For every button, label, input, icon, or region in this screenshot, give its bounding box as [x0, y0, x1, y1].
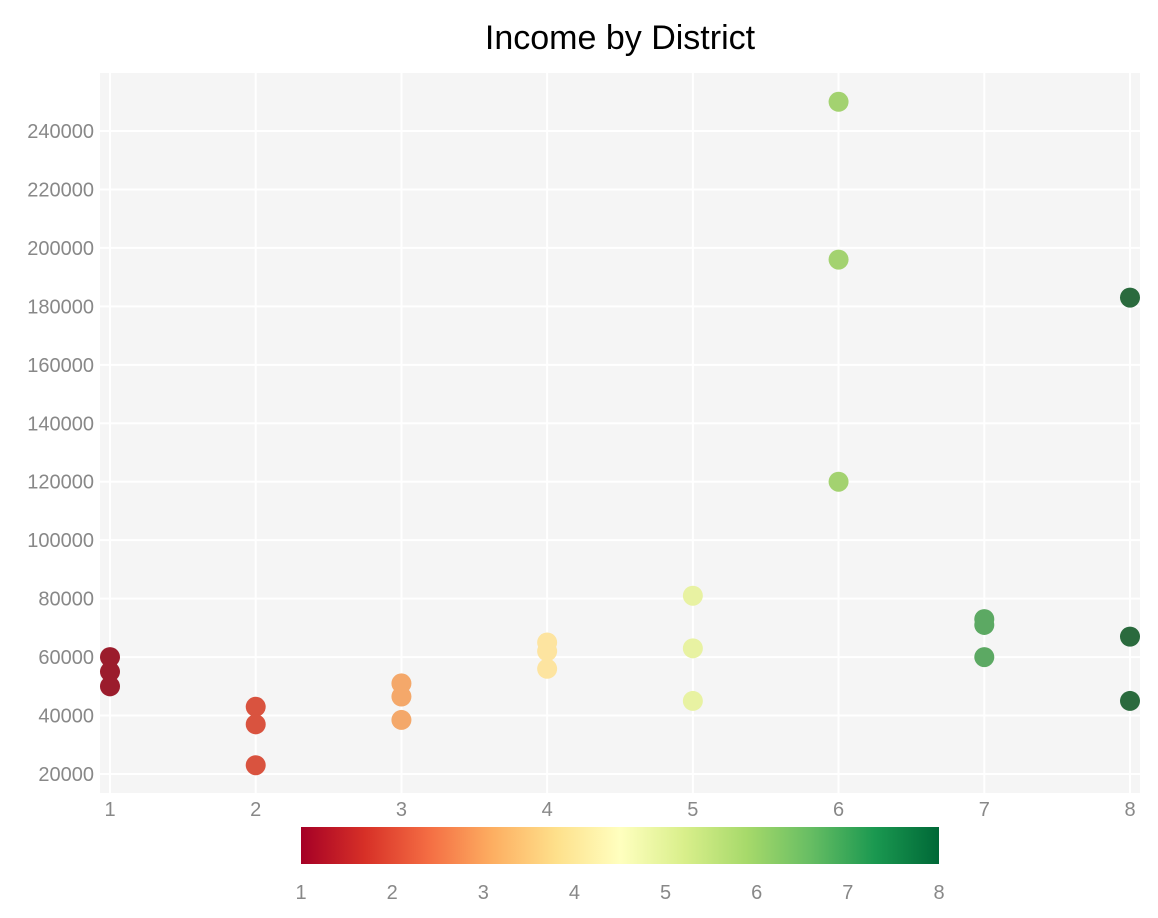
x-tick-label: 5	[687, 799, 698, 821]
data-point[interactable]	[391, 709, 412, 730]
x-gridlines	[109, 73, 1131, 793]
y-gridlines	[100, 130, 1140, 775]
colorbar	[301, 827, 939, 864]
x-tick-label: 4	[542, 799, 553, 821]
colorbar-tick-label: 2	[387, 882, 398, 904]
y-tick-label: 180000	[27, 296, 94, 318]
data-point[interactable]	[1120, 690, 1140, 711]
y-tick-label: 240000	[27, 121, 94, 143]
data-point[interactable]	[1120, 626, 1140, 647]
x-tick-label: 1	[104, 799, 115, 821]
data-point[interactable]	[100, 676, 120, 697]
data-point[interactable]	[245, 696, 266, 717]
colorbar-tick-label: 4	[569, 882, 580, 904]
data-point[interactable]	[100, 647, 120, 668]
data-point[interactable]	[537, 641, 558, 662]
y-tick-label: 120000	[27, 472, 94, 494]
data-point[interactable]	[828, 249, 849, 270]
y-tick-label: 100000	[27, 530, 94, 552]
x-tick-label: 7	[979, 799, 990, 821]
data-point[interactable]	[974, 614, 995, 635]
colorbar-tick-label: 7	[842, 882, 853, 904]
colorbar-tick-label: 6	[751, 882, 762, 904]
x-tick-label: 3	[396, 799, 407, 821]
data-point[interactable]	[391, 686, 412, 707]
data-point[interactable]	[828, 471, 849, 492]
x-tick-label: 2	[250, 799, 261, 821]
colorbar-tick-label: 1	[295, 882, 306, 904]
data-point[interactable]	[537, 658, 558, 679]
data-point[interactable]	[974, 647, 995, 668]
data-point[interactable]	[682, 690, 703, 711]
data-point[interactable]	[245, 755, 266, 776]
y-tick-label: 160000	[27, 355, 94, 377]
colorbar-ticks: 1 2 3 4 5 6 7 8	[295, 882, 944, 904]
colorbar-tick-label: 8	[933, 882, 944, 904]
chart-title: Income by District	[485, 19, 756, 57]
y-tick-label: 140000	[27, 413, 94, 435]
y-tick-label: 40000	[38, 706, 94, 728]
y-tick-label: 80000	[38, 589, 94, 611]
y-tick-label: 60000	[38, 647, 94, 669]
data-points	[100, 91, 1140, 776]
x-axis-ticks: 1 2 3 4 5 6 7 8	[104, 799, 1135, 821]
colorbar-tick-label: 5	[660, 882, 671, 904]
x-tick-label: 6	[833, 799, 844, 821]
y-tick-label: 200000	[27, 238, 94, 260]
x-tick-label: 8	[1124, 799, 1135, 821]
data-point[interactable]	[682, 638, 703, 659]
y-axis-ticks: 20000 40000 60000 80000 100000 120000 140000 16…	[27, 121, 94, 786]
plot-background	[100, 73, 1140, 793]
y-tick-label: 220000	[27, 179, 94, 201]
data-point[interactable]	[828, 91, 849, 112]
colorbar-tick-label: 3	[478, 882, 489, 904]
data-point[interactable]	[682, 585, 703, 606]
data-point[interactable]	[1120, 287, 1140, 308]
y-tick-label: 20000	[38, 764, 94, 786]
data-point[interactable]	[100, 661, 120, 682]
data-point[interactable]	[245, 714, 266, 735]
